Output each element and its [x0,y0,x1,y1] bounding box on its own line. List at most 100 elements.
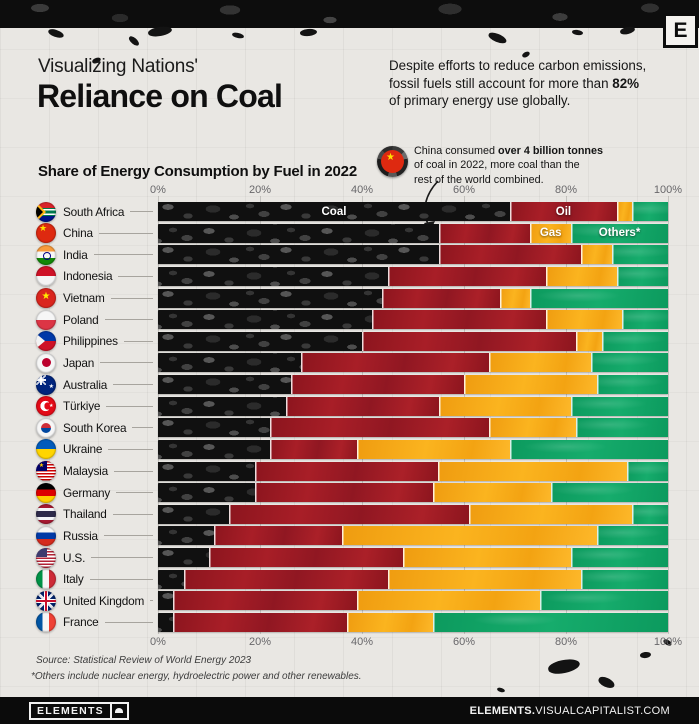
segment-gas [469,504,633,524]
bar-india [158,245,668,265]
country-label: Türkiye [63,399,101,414]
chart-row-south-africa: South Africa Coal Oil [36,201,668,222]
segment-coal [158,396,286,416]
segment-oil [270,439,357,459]
segment-others [591,353,668,373]
coal-crumb [571,29,584,36]
segment-coal [158,310,373,330]
segment-others [632,202,668,221]
x-axis-bottom: 0% 20% 40% 60% 80% 100% [150,636,682,650]
country-label: Germany [63,485,111,500]
leader-line [89,578,153,580]
segment-others [601,331,668,351]
footer-url-rest: VISUALCAPITALIST.COM [535,704,670,717]
leader-line [123,340,153,342]
bar-malaysia [158,461,668,481]
chart-row-russia: Russia [36,525,668,546]
segment-others [622,310,668,330]
footer-bar: ELEMENTS ELEMENTS.VISUALCAPITALIST.COM [0,697,699,724]
elements-e-logo: E [663,13,698,48]
bar-poland [158,310,668,330]
bar-vietnam [158,288,668,308]
segment-gas [433,483,551,503]
segment-oil [438,245,582,265]
leader-line [104,621,153,623]
coal-crumb [231,31,245,40]
segment-others [571,548,668,568]
china-flag-annotation-icon [377,146,408,177]
country-label: China [63,226,93,241]
x-tick: 20% [248,184,272,196]
chart-title: Share of Energy Consumption by Fuel in 2… [38,163,357,180]
annotation-bold: over 4 billion tonnes [498,145,604,157]
china-flag-icon [36,223,56,244]
segment-others [540,591,668,611]
bar-south-korea [158,418,668,438]
annotation-line2: of coal in 2022, more coal than the [414,159,580,172]
segment-gas [576,331,602,351]
country-label: Russia [63,528,98,543]
leader-line [108,448,153,450]
leader-line [93,254,153,256]
segment-coal [158,461,255,481]
segment-gas [341,526,597,546]
coal-crumb [299,28,318,37]
chart-row-poland: Poland [36,309,668,330]
segment-gas [499,288,531,308]
chart-row-ukraine: Ukraine [36,439,668,460]
segment-gas [545,266,617,286]
segment-coal [158,331,362,351]
segment-coal [158,591,174,611]
intro-paragraph: Despite efforts to reduce carbon emissio… [389,57,685,110]
coal-crumb [596,674,617,691]
segment-oil [270,418,490,438]
x-tick: 60% [452,184,476,196]
country-label: Ukraine [63,442,103,457]
segment-oil [173,591,357,611]
chart-row-india: India [36,244,668,265]
australia-flag-icon [36,374,56,395]
segment-others [596,526,668,546]
country-label: South Korea [63,420,127,435]
elements-footer-logo: ELEMENTS [29,701,129,720]
segment-gas [463,375,597,395]
segment-others [530,288,668,308]
segment-oil [173,612,347,632]
uk-flag-icon [36,590,56,611]
segment-gas: Gas [530,223,572,243]
annotation-text: China consumed over 4 billion tonnes of … [414,144,676,187]
series-label-coal: Coal [321,205,347,218]
leader-line [106,405,153,407]
intro-line2: fossil fuels still account for more than [389,75,613,91]
segment-gas [545,310,623,330]
segment-oil [362,331,577,351]
chart-row-france: France [36,612,668,633]
leader-line [113,470,153,472]
india-flag-icon [36,244,56,265]
country-label: Japan [63,355,95,370]
segment-coal [158,526,215,546]
segment-coal [158,353,301,373]
segment-others [576,418,668,438]
segment-oil [285,396,439,416]
chart-row-vietnam: Vietnam [36,288,668,309]
intro-highlight: 82% [612,75,640,91]
intro-line3: of primary energy use globally. [389,93,571,109]
chart-row-italy: Italy [36,569,668,590]
leader-line [91,557,153,559]
bar-indonesia [158,266,668,286]
country-label: Indonesia [63,269,113,284]
page-title: Reliance on Coal [37,78,283,114]
segment-coal [158,418,271,438]
segment-others [550,483,668,503]
chart-row-indonesia: Indonesia [36,266,668,287]
footer-url: ELEMENTS.VISUALCAPITALIST.COM [470,705,670,717]
leader-line [98,232,153,234]
intro-line1: Despite efforts to reduce carbon emissio… [389,58,647,73]
bar-turkiye [158,396,668,416]
country-label: Italy [63,572,84,587]
annotation-line1: China consumed [414,145,499,157]
segment-gas [489,353,592,373]
poland-flag-icon [36,309,56,330]
